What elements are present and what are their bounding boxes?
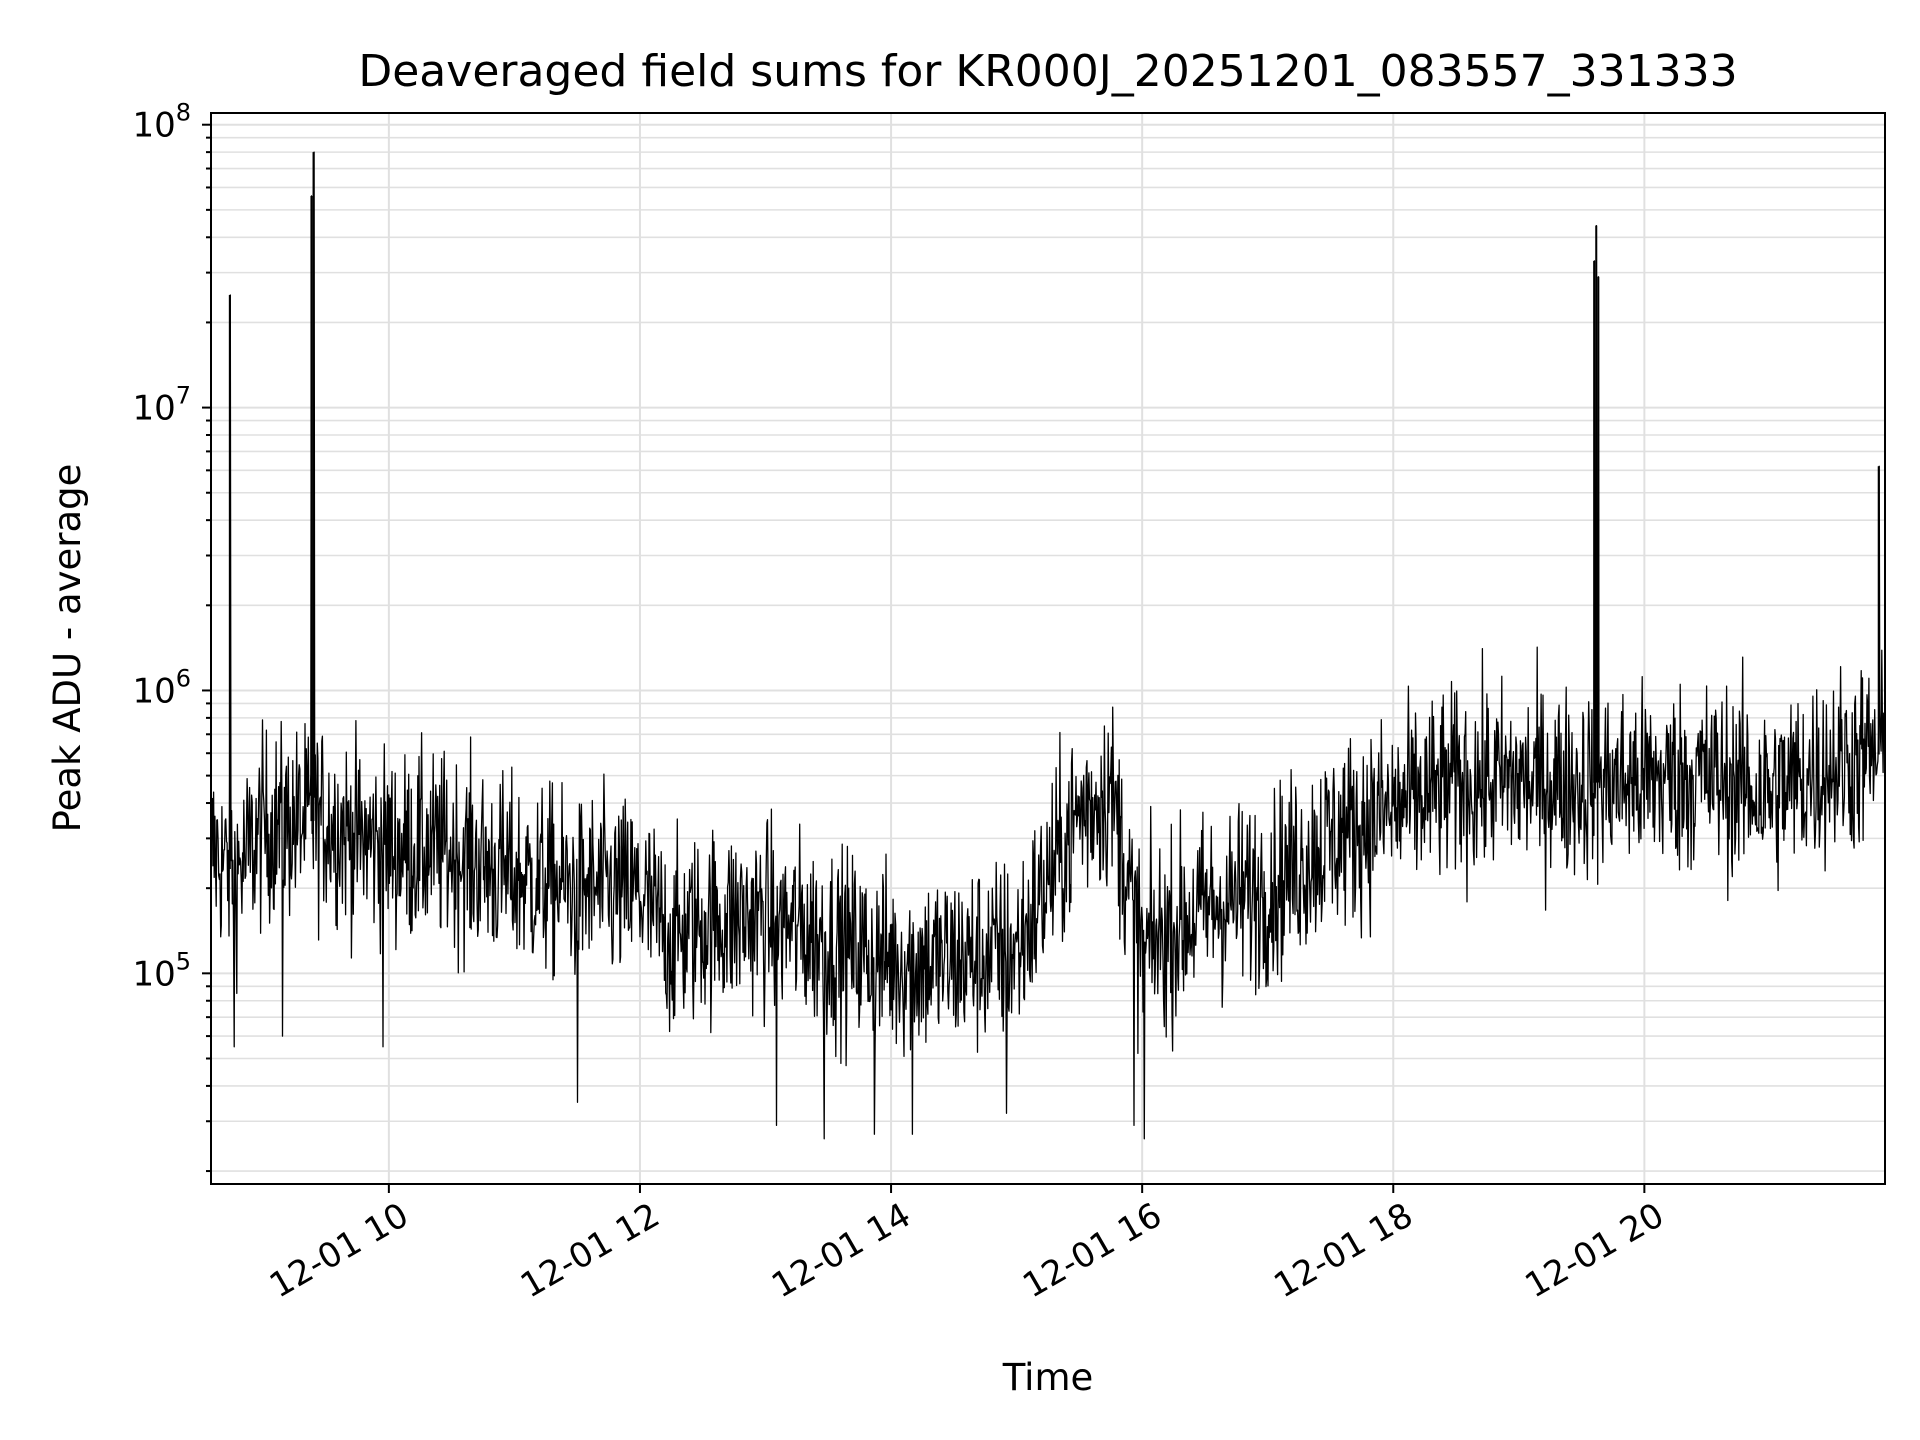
x-axis-label: Time xyxy=(1002,1356,1094,1399)
series-line xyxy=(210,151,1886,1140)
chart-title: Deaveraged field sums for KR000J_2025120… xyxy=(358,46,1737,97)
plot-frame xyxy=(210,112,1886,1185)
grid xyxy=(211,113,1885,1184)
y-tick-label: 108 xyxy=(132,99,191,146)
y-tick-label: 105 xyxy=(132,947,191,994)
y-tick-label: 107 xyxy=(132,382,191,429)
y-tick-label: 106 xyxy=(132,664,191,711)
data-series xyxy=(210,151,1886,1140)
y-axis-label: Peak ADU - average xyxy=(46,464,89,833)
